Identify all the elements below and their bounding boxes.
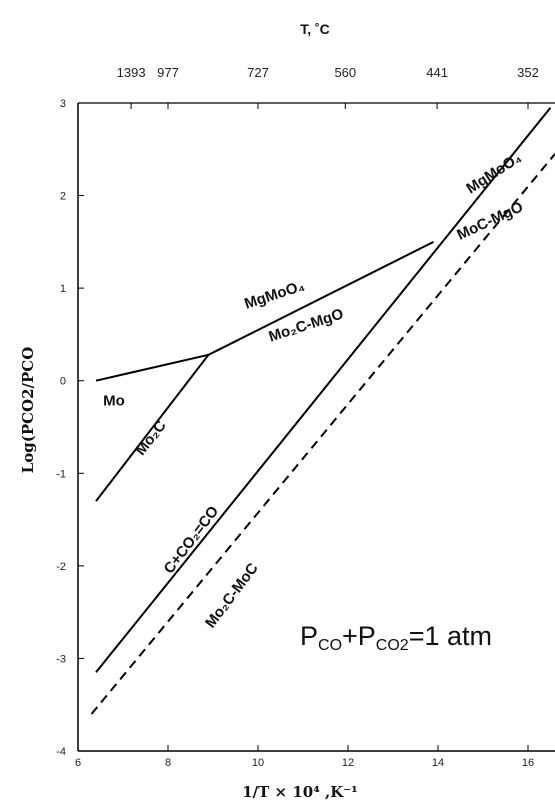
top-axis-title: T, ˚C (300, 21, 330, 37)
top-tick-label: 441 (426, 65, 448, 80)
region-labels-layer: MoMo₂CMgMoO₄Mo₂C-MgOMgMoO₄MoC-MgOC+CO₂=C… (103, 149, 526, 631)
region-label: C+CO₂=CO (161, 503, 223, 577)
y-tick-label: -2 (56, 561, 66, 573)
y-tick-label: 2 (60, 191, 66, 203)
region-label: Mo (103, 393, 125, 410)
series-layer (90, 106, 555, 715)
y-tick-label: 3 (60, 98, 66, 110)
condition-sub-co: CO (318, 637, 342, 654)
x-tick-label: 12 (342, 757, 354, 769)
x-axis-title: 1/T × 10⁴ ,K⁻¹ (242, 783, 358, 801)
region-label: MgMoO₄ (463, 149, 524, 197)
x-tick-label: 14 (432, 757, 444, 769)
top-tick-label: 977 (157, 65, 179, 80)
region-label: Mo₂C (132, 417, 170, 458)
region-label: MgMoO₄ (242, 277, 306, 312)
pressure-condition-label: PCO+PCO2=1 atm (300, 621, 492, 654)
x-tick-label: 10 (252, 757, 264, 769)
condition-sub-co2: CO2 (376, 637, 409, 654)
y-tick-label: -1 (56, 468, 66, 480)
condition-rest: =1 atm (409, 621, 492, 651)
y-tick-label: 1 (60, 283, 66, 295)
x-tick-label: 6 (75, 757, 81, 769)
y-tick-label: -3 (56, 653, 66, 665)
x-tick-label: 16 (522, 757, 534, 769)
condition-plus: +P (342, 621, 376, 651)
phase-boundary-line-3 (95, 354, 210, 502)
top-tick-label: 727 (247, 65, 269, 80)
phase-boundary-line-5 (90, 153, 555, 715)
phase-boundary-line-2 (208, 241, 434, 356)
y-tick-label: -4 (56, 746, 66, 758)
phase-boundary-line-4 (95, 106, 552, 673)
phase-boundary-line-1 (95, 353, 209, 382)
y-axis-title: Log(PCO2/PCO (19, 347, 37, 474)
top-tick-label: 352 (517, 65, 539, 80)
region-label: Mo₂C-MgO (267, 305, 346, 345)
top-tick-label: 560 (334, 65, 356, 80)
condition-p: P (300, 621, 318, 651)
region-label: MoC-MgO (454, 198, 526, 243)
x-tick-label: 8 (165, 757, 171, 769)
y-tick-label: 0 (60, 376, 66, 388)
top-tick-label: 1393 (117, 65, 146, 80)
